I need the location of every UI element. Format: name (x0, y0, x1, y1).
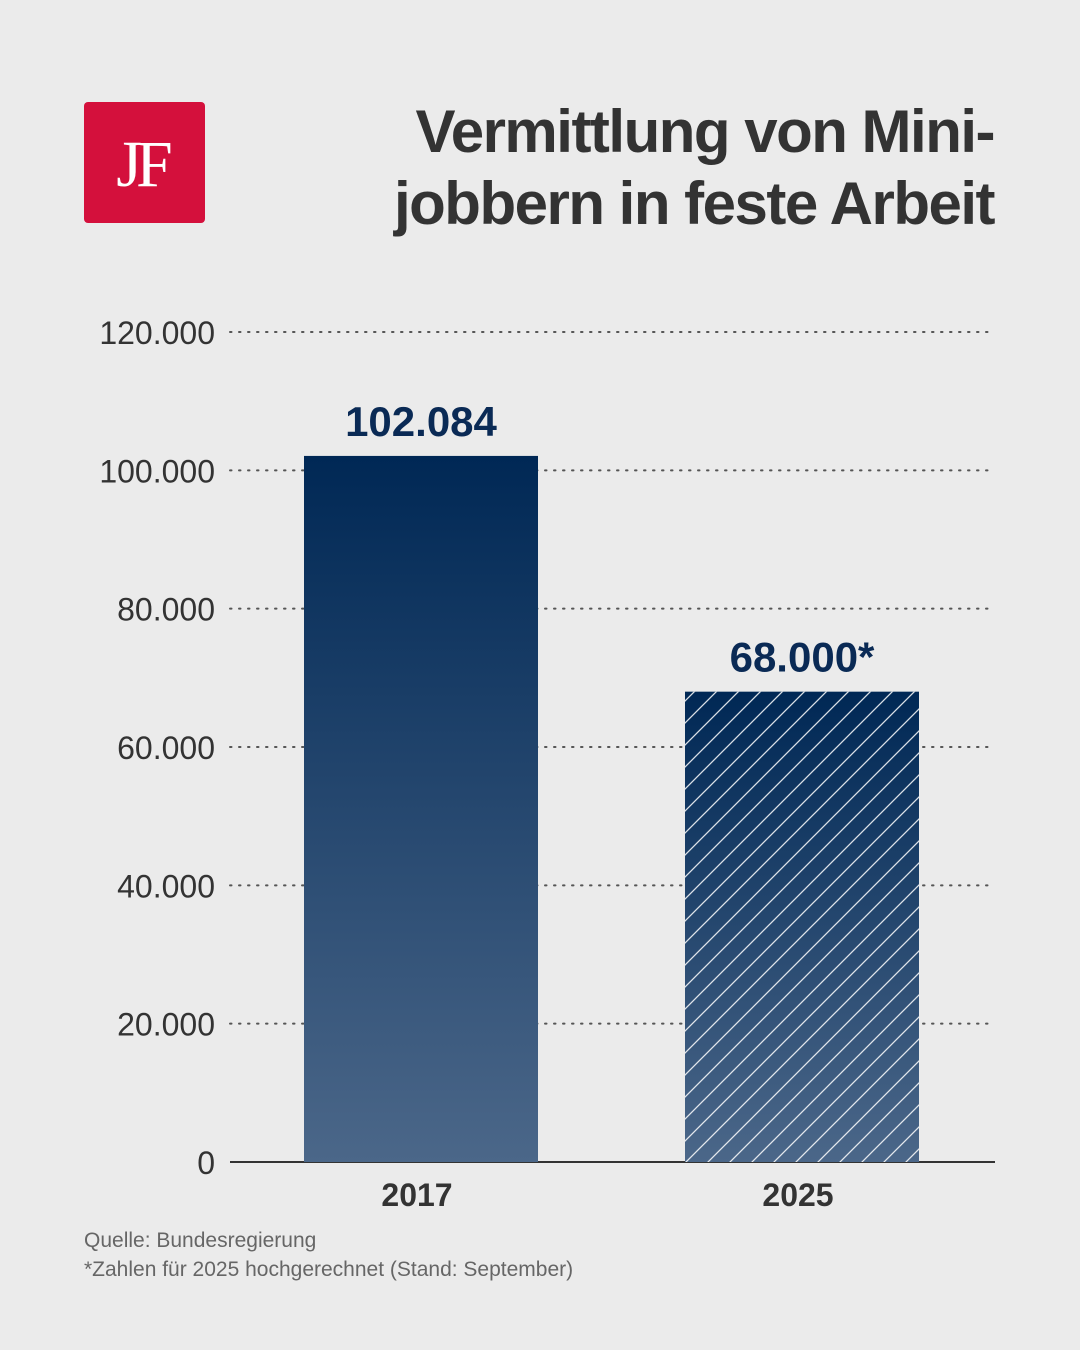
y-tick-label: 0 (197, 1145, 215, 1181)
labels: 0 20.000 40.000 60.000 80.000 100.000 120.000 1… (99, 315, 875, 1213)
footer: Quelle: Bundesregierung *Zahlen für 2025… (84, 1226, 573, 1284)
title-line-1: Vermittlung von Mini- (415, 98, 996, 165)
bars (304, 455, 919, 1162)
value-label-2017: 102.084 (345, 398, 497, 445)
y-tick-label: 40.000 (117, 868, 215, 904)
x-tick-label-2017: 2017 (381, 1177, 452, 1213)
bar-hatch-2025 (685, 691, 919, 1162)
y-tick-label: 60.000 (117, 730, 215, 766)
bar-2017 (304, 455, 538, 1162)
y-tick-label: 20.000 (117, 1007, 215, 1043)
page-title: Vermittlung von Mini- jobbern in feste A… (294, 96, 996, 240)
logo-text: JF (116, 127, 172, 201)
title-line-2: jobbern in feste Arbeit (393, 170, 996, 237)
y-tick-label: 100.000 (99, 453, 215, 489)
x-tick-label-2025: 2025 (762, 1177, 833, 1213)
value-label-2025: 68.000* (730, 634, 875, 681)
footnote: *Zahlen für 2025 hochgerechnet (Stand: S… (84, 1258, 574, 1281)
source-note: Quelle: Bundesregierung (84, 1229, 317, 1252)
y-tick-label: 120.000 (99, 315, 215, 351)
jf-logo: JF (84, 102, 205, 223)
y-tick-label: 80.000 (117, 592, 215, 628)
